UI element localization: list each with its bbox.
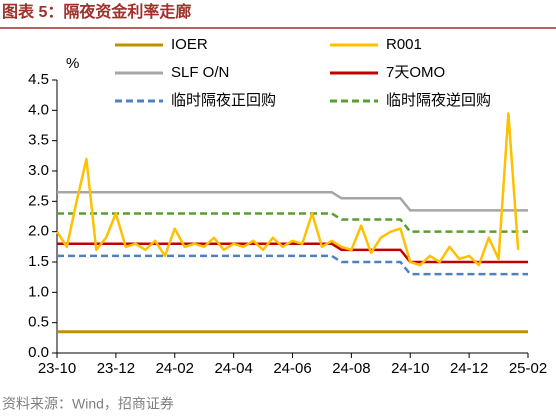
legend-label: 7天OMO (386, 64, 445, 81)
y-tick-label: 0.5 (28, 314, 49, 331)
x-tick-label: 24-06 (273, 360, 311, 377)
x-tick-label: 24-08 (332, 360, 370, 377)
x-tick-label: 24-02 (156, 360, 194, 377)
legend-label: 临时隔夜正回购 (171, 92, 276, 109)
x-tick-label: 24-04 (214, 360, 252, 377)
legend-label: SLF O/N (171, 64, 229, 81)
x-tick-label: 25-02 (509, 360, 547, 377)
chart-title: 图表 5：隔夜资金利率走廊 (2, 2, 191, 21)
x-tick-label: 23-12 (97, 360, 135, 377)
source: 资料来源：Wind，招商证券 (2, 396, 174, 412)
legend-label: IOER (171, 36, 208, 53)
series-line (57, 212, 528, 233)
y-tick-label: 0.0 (28, 344, 49, 361)
y-tick-label: 2.5 (28, 192, 49, 209)
series-line (57, 254, 528, 276)
series-line (57, 190, 528, 212)
series-line (55, 112, 520, 267)
y-tick-label: 3.0 (28, 162, 49, 179)
y-tick-label: 2.0 (28, 223, 49, 240)
x-tick-label: 24-12 (450, 360, 488, 377)
y-tick-label: 3.5 (28, 132, 49, 149)
x-tick-label: 24-10 (391, 360, 429, 377)
y-tick-label: 1.5 (28, 253, 49, 270)
legend-label: 临时隔夜逆回购 (386, 92, 491, 109)
y-tick-label: 4.0 (28, 101, 49, 118)
y-unit: % (66, 55, 79, 72)
y-tick-label: 4.5 (28, 71, 49, 88)
x-tick-label: 23-10 (38, 360, 76, 377)
legend-label: R001 (386, 36, 422, 53)
y-tick-label: 1.0 (28, 283, 49, 300)
